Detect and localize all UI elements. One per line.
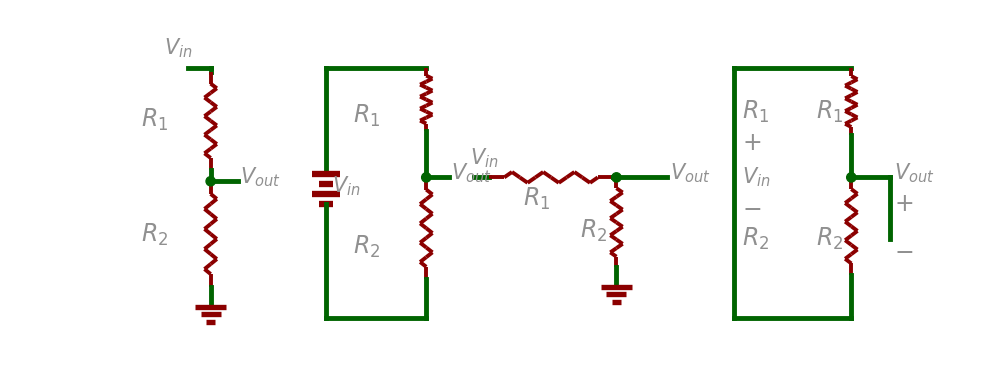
Text: $V_{out}$: $V_{out}$ — [451, 162, 492, 185]
Text: $R_1$: $R_1$ — [353, 103, 380, 129]
Text: $V_{out}$: $V_{out}$ — [240, 166, 281, 189]
Text: $V_{in}$: $V_{in}$ — [164, 37, 193, 60]
Text: $R_2$: $R_2$ — [141, 222, 168, 248]
Text: $V_{out}$: $V_{out}$ — [670, 162, 711, 185]
Text: $V_{in}$: $V_{in}$ — [742, 166, 771, 189]
Text: $R_2$: $R_2$ — [353, 234, 380, 260]
Text: $R_2$: $R_2$ — [816, 226, 844, 252]
Circle shape — [847, 173, 856, 182]
Text: $-$: $-$ — [894, 239, 913, 263]
Text: $R_1$: $R_1$ — [742, 99, 769, 125]
Text: $V_{out}$: $V_{out}$ — [894, 162, 934, 185]
Text: $R_1$: $R_1$ — [816, 99, 844, 125]
Text: $V_{in}$: $V_{in}$ — [332, 175, 361, 199]
Text: $R_2$: $R_2$ — [742, 226, 769, 252]
Circle shape — [612, 173, 621, 182]
Text: $R_1$: $R_1$ — [141, 107, 168, 133]
Text: $R_1$: $R_1$ — [523, 186, 551, 212]
Text: $-$: $-$ — [742, 196, 761, 220]
Text: $+$: $+$ — [742, 131, 761, 155]
Text: $V_{in}$: $V_{in}$ — [470, 146, 499, 170]
Text: $R_2$: $R_2$ — [580, 218, 607, 244]
Circle shape — [206, 177, 215, 186]
Text: $+$: $+$ — [894, 192, 913, 216]
Circle shape — [422, 173, 431, 182]
